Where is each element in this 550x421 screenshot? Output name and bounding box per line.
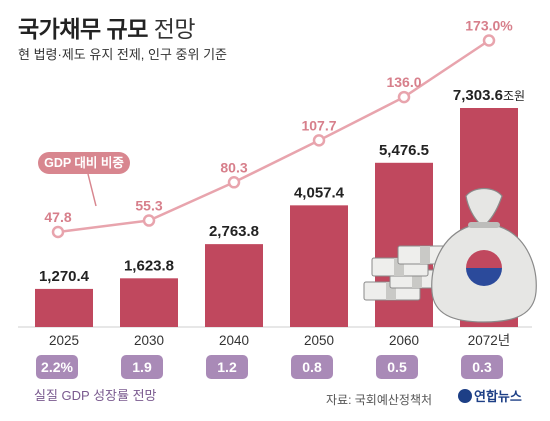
growth-pill-2040: 1.2 (206, 355, 248, 379)
money-bag-icon (431, 187, 537, 323)
gdp-ratio-point-3 (312, 134, 326, 147)
bar-value-4: 5,476.5 (379, 142, 429, 159)
bar-value-5: 7,303.6조원 (453, 87, 525, 104)
category-label-5: 2072년 (468, 333, 510, 348)
bar-0 (35, 288, 93, 327)
bar-unit: 조원 (503, 89, 525, 103)
bar-value-2: 2,763.8 (209, 223, 259, 240)
source-note: 자료: 국회예산정책처 (326, 393, 433, 407)
gdp-ratio-legend-tag: GDP 대비 비중 (38, 152, 130, 174)
bar-value-3: 4,057.4 (294, 184, 345, 201)
logo-mark-icon (458, 389, 472, 403)
gdp-ratio-line (57, 39, 490, 234)
growth-caption: 실질 GDP 성장률 전망 (34, 388, 157, 403)
gdp-ratio-label-2: 80.3 (220, 159, 247, 175)
category-label-3: 2050 (304, 333, 334, 348)
gdp-ratio-point-4 (397, 90, 411, 104)
page-subtitle: 현 법령·제도 유지 전제, 인구 중위 기준 (18, 47, 228, 62)
gdp-ratio-label-3: 107.7 (301, 117, 336, 133)
money-stack-illustration (363, 245, 455, 301)
growth-pill-2025: 2.2% (36, 355, 78, 379)
bar-2 (205, 244, 263, 327)
gdp-ratio-point-1 (142, 214, 156, 227)
category-label-4: 2060 (389, 333, 419, 348)
category-label-1: 2030 (134, 333, 164, 348)
gdp-ratio-label-4: 136.0 (386, 74, 421, 90)
bar-value-1: 1,623.8 (124, 257, 174, 274)
gdp-ratio-point-0 (51, 225, 65, 239)
growth-pill-2030: 1.9 (121, 355, 163, 379)
category-label-0: 2025 (49, 333, 79, 348)
growth-pill-2072: 0.3 (461, 355, 503, 379)
yonhap-logo: 연합뉴스 (458, 386, 522, 405)
page-title: 국가채무 규모 전망 (18, 16, 196, 42)
gdp-ratio-label-5: 173.0% (465, 18, 513, 34)
bar-4 (375, 162, 433, 327)
growth-pill-2060: 0.5 (376, 355, 418, 379)
gdp-tag-pointer (87, 173, 97, 207)
gdp-ratio-point-5 (482, 34, 496, 47)
bar-value-0: 1,270.4 (39, 268, 90, 285)
bar-1 (120, 278, 178, 327)
gdp-ratio-point-2 (227, 176, 241, 189)
gdp-ratio-label-1: 55.3 (135, 198, 162, 214)
category-label-2: 2040 (219, 333, 249, 348)
bar-3 (290, 205, 348, 327)
growth-pill-2050: 0.8 (291, 355, 333, 379)
gdp-ratio-label-0: 47.8 (44, 209, 71, 225)
